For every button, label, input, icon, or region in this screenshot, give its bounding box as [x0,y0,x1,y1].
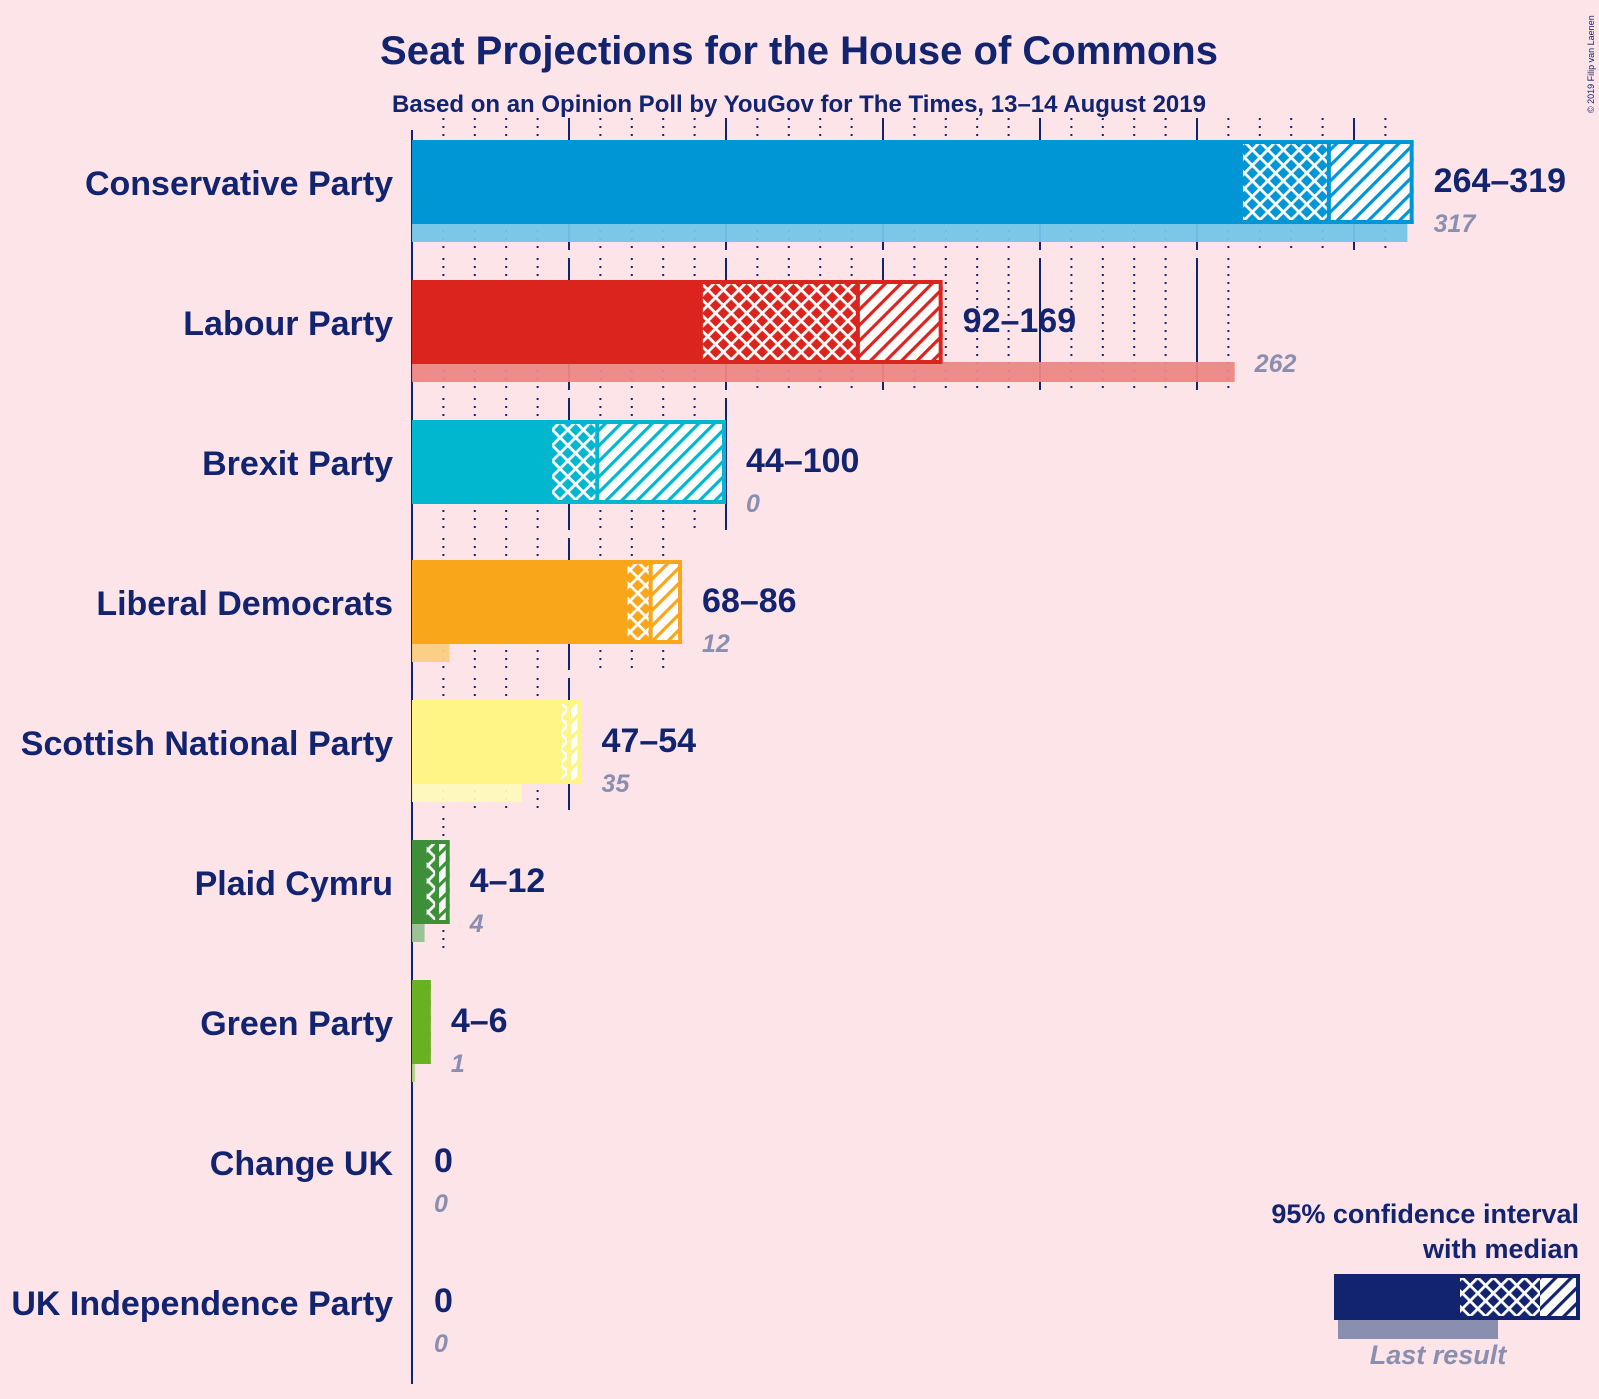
interval-low-median-bar [625,560,651,644]
interval-solid-bar [412,700,560,784]
interval-solid-bar [412,840,425,924]
interval-median-high-bar [1328,140,1414,224]
party-name-label: Brexit Party [202,445,393,483]
range-label: 68–86 [702,582,797,620]
legend-hatch-bar [1540,1276,1578,1318]
range-label: 0 [434,1282,453,1320]
interval-low-median-bar [424,840,438,924]
legend-solid-bar [1336,1276,1460,1318]
party-name-label: UK Independence Party [11,1285,393,1323]
range-label: 4–6 [451,1002,508,1040]
party-row: Scottish National Party 47–54 35 [21,678,696,810]
chart-subtitle: Based on an Opinion Poll by YouGov for T… [392,91,1206,118]
last-result-label: 1 [451,1050,465,1078]
last-result-bar [412,1062,416,1082]
interval-median-high-bar [650,560,683,644]
interval-solid-bar [412,560,626,644]
last-result-label: 317 [1434,210,1477,238]
range-label: 92–169 [963,302,1076,340]
party-row: Green Party 4–6 1 [200,980,508,1082]
party-name-label: Liberal Democrats [96,585,393,623]
party-row: UK Independence Party 0 0 [11,1282,453,1358]
party-row: Plaid Cymru 4–12 4 [195,818,546,950]
last-result-bar [412,782,522,802]
interval-outline [1238,140,1414,224]
last-result-label: 12 [702,630,730,658]
last-result-label: 0 [434,1330,448,1358]
interval-outline [698,280,943,364]
party-name-label: Labour Party [183,305,393,343]
bars-layer: Conservative Party 264–319 317 Labour Party… [11,118,1566,1384]
legend-title-line2: with median [1422,1234,1579,1264]
party-name-label: Green Party [200,1005,393,1043]
range-label: 0 [434,1142,453,1180]
party-name-label: Plaid Cymru [195,865,393,903]
party-row: Liberal Democrats 68–86 12 [96,538,797,670]
range-label: 4–12 [470,862,546,900]
party-row: Change UK 0 0 [210,1142,453,1218]
interval-low-median-bar [550,420,598,504]
copyright-note: © 2019 Filip van Laenen [1586,15,1596,113]
interval-solid-bar [412,980,425,1064]
legend-outline [1334,1274,1580,1320]
last-result-label: 4 [469,910,484,938]
interval-outline [623,560,683,644]
interval-outline [548,420,726,504]
chart-title: Seat Projections for the House of Common… [380,29,1218,73]
last-result-bar [412,362,1235,382]
last-result-bar [412,642,450,662]
interval-solid-bar [412,140,1241,224]
last-result-label: 35 [602,770,631,798]
legend-crosshatch-bar [1460,1276,1540,1318]
last-result-label: 262 [1254,350,1297,378]
legend-title-line1: 95% confidence interval [1271,1199,1579,1229]
interval-low-median-bar [700,280,858,364]
party-row: Brexit Party 44–100 0 [202,398,859,530]
range-label: 44–100 [746,442,859,480]
last-result-bar [412,922,425,942]
party-name-label: Change UK [210,1145,394,1183]
legend: 95% confidence interval with median Last… [1271,1199,1580,1370]
legend-last-result-label: Last result [1370,1340,1508,1370]
interval-median-high-bar [857,280,943,364]
interval-median-high-bar [597,420,726,504]
party-name-label: Conservative Party [85,165,393,203]
party-row: Conservative Party 264–319 317 [85,118,1566,250]
last-result-bar [412,222,1408,242]
interval-solid-bar [412,280,701,364]
interval-solid-bar [412,420,551,504]
last-result-label: 0 [434,1190,448,1218]
party-row: Labour Party 92–169 262 [183,258,1296,390]
interval-low-median-bar [559,700,569,784]
last-result-label: 0 [746,490,760,518]
range-label: 264–319 [1434,162,1566,200]
party-name-label: Scottish National Party [21,725,393,763]
interval-low-median-bar [1240,140,1329,224]
range-label: 47–54 [602,722,697,760]
